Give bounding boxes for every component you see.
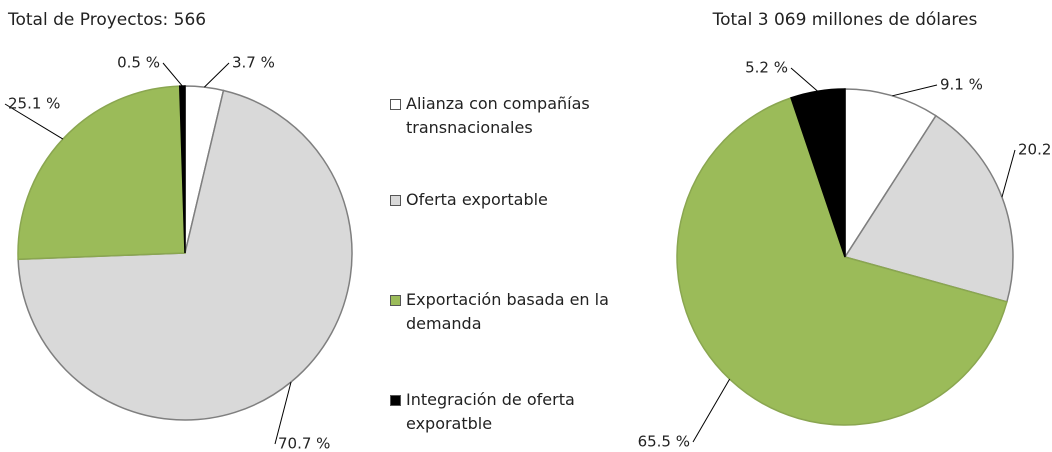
legend-swatch	[390, 395, 401, 406]
pie-slice	[676, 96, 1008, 426]
legend-label: Oferta exportable	[406, 190, 548, 209]
legend-swatch	[390, 195, 401, 206]
leader-line	[892, 84, 938, 97]
legend-item: Integración de oferta exporatble	[390, 388, 620, 436]
leader-line	[162, 62, 183, 87]
leader-line	[204, 62, 230, 88]
data-label: 70.7 %	[278, 435, 330, 452]
legend-label: Exportación basada en la demanda	[406, 290, 609, 333]
legend-item: Alianza con compañías transnacionales	[390, 92, 620, 140]
leader-line	[4, 103, 64, 140]
chart-title: Total 3 069 millones de dólares	[712, 10, 978, 30]
legend-swatch	[390, 295, 401, 306]
legend-item: Exportación basada en la demanda	[390, 288, 620, 336]
legend-label: Integración de oferta exporatble	[406, 390, 575, 433]
leader-line	[1001, 149, 1016, 198]
data-label: 65.5 %	[638, 433, 690, 451]
data-label: 0.5 %	[117, 54, 160, 72]
legend-swatch	[390, 99, 401, 110]
pie-slice	[844, 88, 937, 260]
data-label: 9.1 %	[940, 76, 983, 94]
pie-slice	[17, 85, 186, 261]
chart-title: Total de Proyectos: 566	[7, 10, 206, 30]
pie-slice	[17, 89, 353, 421]
leader-line	[274, 381, 292, 445]
data-label: 25.1 %	[8, 95, 60, 113]
data-label: 5.2 %	[745, 59, 788, 77]
legend-label: Alianza con compañías transnacionales	[406, 94, 590, 137]
legend-item: Oferta exportable	[390, 188, 620, 212]
data-label: 20.2 %	[1018, 141, 1052, 159]
data-label: 3.7 %	[232, 54, 275, 72]
leader-line	[692, 378, 731, 443]
leader-line	[790, 67, 819, 92]
